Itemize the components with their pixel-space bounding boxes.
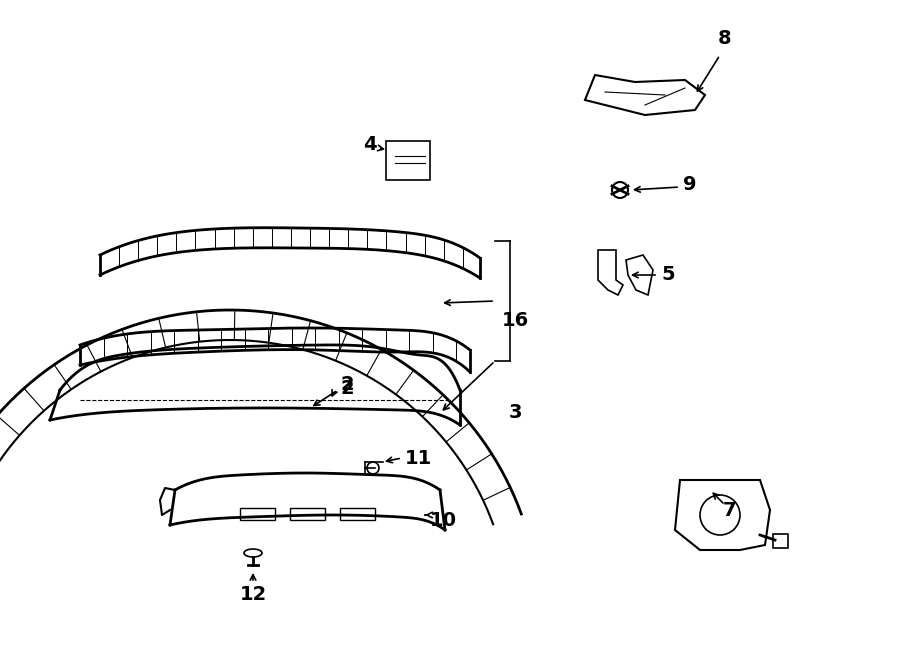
- Text: 10: 10: [430, 510, 457, 529]
- Text: 9: 9: [683, 176, 697, 194]
- Text: 5: 5: [662, 266, 675, 284]
- Text: 2: 2: [340, 375, 354, 395]
- Text: 7: 7: [724, 500, 737, 520]
- Text: 16: 16: [501, 311, 528, 330]
- Text: 2: 2: [340, 379, 354, 397]
- Polygon shape: [585, 75, 705, 115]
- Text: 12: 12: [239, 586, 266, 605]
- Polygon shape: [626, 255, 653, 295]
- Text: 11: 11: [405, 449, 432, 467]
- Text: 4: 4: [364, 136, 377, 155]
- Bar: [240, 508, 275, 520]
- Bar: [773, 534, 788, 548]
- Text: 8: 8: [718, 28, 732, 48]
- Ellipse shape: [244, 549, 262, 557]
- FancyBboxPatch shape: [386, 141, 430, 180]
- Polygon shape: [675, 480, 770, 550]
- Text: 3: 3: [508, 403, 522, 422]
- Bar: [340, 508, 375, 520]
- Polygon shape: [598, 250, 623, 295]
- Bar: [290, 508, 325, 520]
